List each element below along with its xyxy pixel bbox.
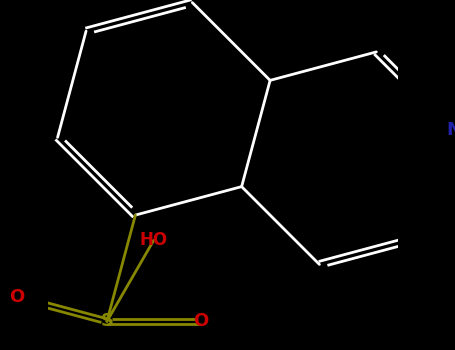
Text: N: N [447,121,455,139]
Text: S: S [101,312,113,330]
Text: O: O [193,312,208,330]
Text: O: O [9,288,24,306]
Text: HO: HO [140,231,168,249]
